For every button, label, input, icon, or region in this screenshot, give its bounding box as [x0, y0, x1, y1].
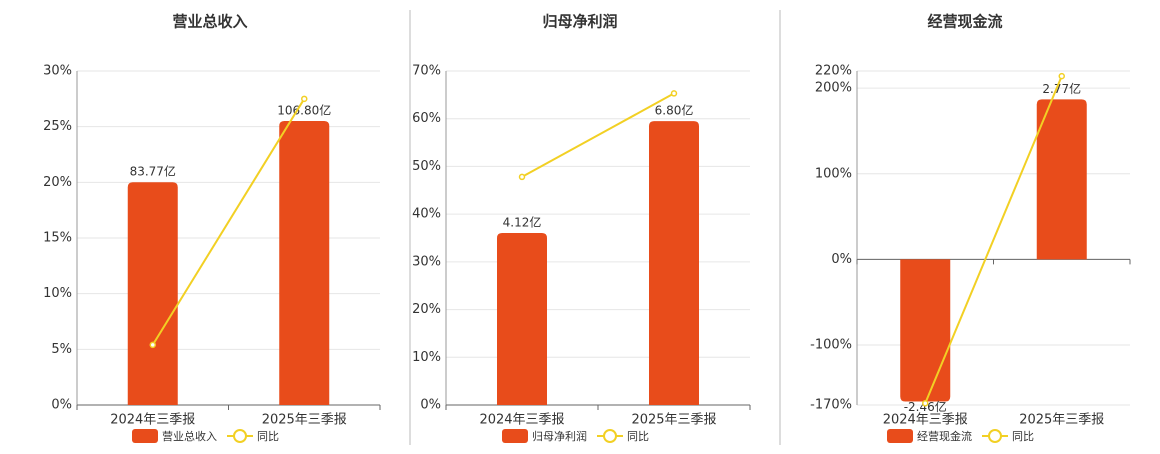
- legend-swatch: [603, 429, 617, 443]
- legend-swatch: [887, 429, 913, 443]
- value-label: 6.80亿: [655, 103, 694, 118]
- x-tick-label: 2025年三季报: [262, 413, 347, 428]
- legend-swatch: [233, 429, 247, 443]
- y-tick-label: 70%: [412, 64, 441, 79]
- y-tick-label: 10%: [412, 350, 441, 365]
- y-tick-label: 40%: [412, 207, 441, 222]
- y-tick-label: 10%: [43, 286, 72, 301]
- x-tick-label: 2024年三季报: [883, 413, 968, 428]
- y-tick-label: 0%: [51, 398, 72, 413]
- line-point: [670, 90, 678, 97]
- line-series: [521, 92, 675, 178]
- chart-title: 归母净利润: [542, 13, 617, 31]
- y-tick-label: -100%: [810, 338, 852, 353]
- value-label: 2.77亿: [1042, 81, 1081, 96]
- legend-label: 同比: [257, 430, 279, 443]
- bar: [1036, 99, 1087, 260]
- line-series: [924, 75, 1063, 404]
- legend-swatch: [988, 429, 1002, 443]
- legend-swatch: [132, 429, 158, 443]
- x-tick-label: 2025年三季报: [1019, 413, 1104, 428]
- line-point: [149, 341, 156, 349]
- y-tick-label: -170%: [810, 398, 852, 413]
- bar: [127, 182, 178, 405]
- y-tick-label: 50%: [412, 159, 441, 174]
- legend-label: 经营现金流: [917, 429, 972, 443]
- y-tick-label: 25%: [43, 119, 72, 134]
- chart-panel: 归母净利润 0% 10% 20% 30% 40% 50% 60% 70% 2024年三季报 2025…: [412, 13, 751, 443]
- chart-panel: 经营现金流 -170% -100% 0% 100% 200% 220% 2024年三季报 202…: [810, 13, 1131, 443]
- value-label: 83.77亿: [130, 164, 176, 179]
- chart-title: 营业总收入: [172, 13, 247, 31]
- chart-title: 经营现金流: [927, 13, 1002, 31]
- y-tick-label: 20%: [412, 302, 441, 317]
- legend-label: 营业总收入: [162, 429, 217, 443]
- x-tick-label: 2025年三季报: [631, 413, 716, 428]
- bar: [649, 121, 699, 405]
- y-tick-label: 200%: [815, 81, 852, 96]
- y-tick-label: 100%: [815, 166, 852, 181]
- y-tick-label: 5%: [51, 342, 72, 357]
- legend-label: 同比: [1012, 430, 1034, 443]
- y-tick-label: 60%: [412, 111, 441, 126]
- legend-label: 归母净利润: [532, 429, 587, 443]
- x-tick-label: 2024年三季报: [479, 413, 564, 428]
- legend-label: 同比: [627, 430, 649, 443]
- line-point: [922, 400, 929, 407]
- y-tick-label: 30%: [412, 254, 441, 269]
- line-series: [151, 98, 306, 346]
- bar: [497, 232, 547, 405]
- x-tick-label: 2024年三季报: [110, 413, 195, 428]
- line-point: [301, 95, 308, 103]
- y-tick-label: 0%: [420, 398, 441, 413]
- chart-panel: 营业总收入 0% 5% 10% 15% 20% 25% 30% 2024年三季报 2025年三季报…: [43, 13, 381, 443]
- value-label: 4.12亿: [503, 214, 542, 229]
- value-label: 106.80亿: [277, 102, 331, 117]
- bar: [279, 120, 330, 406]
- y-tick-label: 15%: [43, 231, 72, 246]
- bar: [900, 259, 951, 402]
- y-tick-label: 220%: [815, 64, 852, 79]
- line-point: [518, 173, 526, 181]
- y-tick-label: 0%: [831, 252, 852, 267]
- line-point: [1058, 72, 1065, 80]
- y-tick-label: 30%: [43, 64, 72, 79]
- y-tick-label: 20%: [43, 175, 72, 190]
- legend-swatch: [502, 429, 528, 443]
